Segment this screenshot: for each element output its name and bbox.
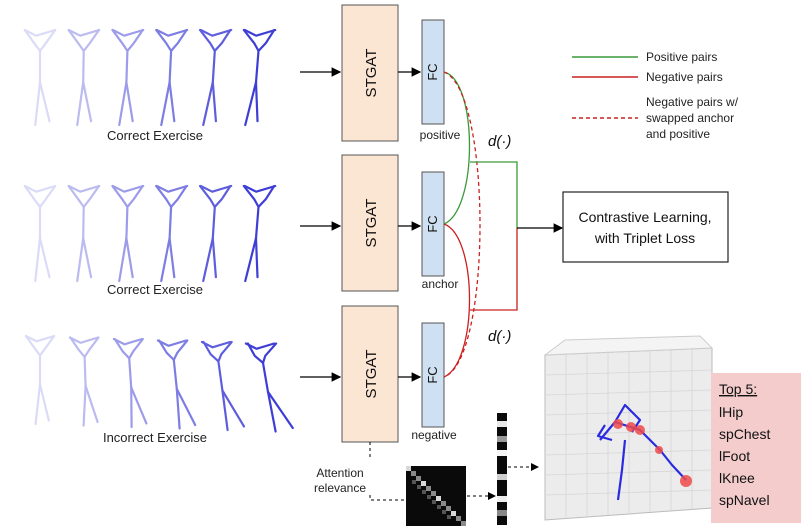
fc-layer-anchor: FC <box>421 171 445 277</box>
attention-label-line-2: relevance <box>314 481 366 495</box>
stgat-label-3: STGAT <box>363 350 380 399</box>
fc-layer-positive: FC <box>421 19 445 125</box>
fc-label-2: FC <box>425 215 440 232</box>
stgat-encoder-3: STGAT <box>341 305 399 443</box>
skeleton-figure <box>111 28 145 127</box>
relevance-vector <box>497 413 507 525</box>
skeleton-figure <box>156 339 197 430</box>
skeleton-figure <box>242 28 277 127</box>
skeleton-figure <box>242 184 277 283</box>
caption-correct-exercise-2: Correct Exercise <box>107 282 203 297</box>
legend: Positive pairs Negative pairs Negative p… <box>572 50 739 141</box>
fc-role-positive: positive <box>420 128 461 142</box>
skeleton-figure <box>67 184 101 283</box>
stgat-encoder-1: STGAT <box>341 4 399 142</box>
skeleton-3d-plot <box>543 335 714 521</box>
skeleton-figure <box>23 28 57 127</box>
top5-item-1: lHip <box>719 404 743 420</box>
top5-item-4: lKnee <box>719 470 755 486</box>
skeleton-figure <box>111 184 145 283</box>
top5-item-5: spNavel <box>719 492 770 508</box>
skeleton-figure <box>67 28 101 127</box>
positive-route <box>470 161 518 228</box>
fc-label-1: FC <box>425 63 440 80</box>
stgat-encoder-2: STGAT <box>341 154 399 292</box>
top5-item-3: lFoot <box>719 448 750 464</box>
skeleton-figure <box>200 340 246 432</box>
top5-item-2: spChest <box>719 426 770 442</box>
legend-swapped-line-2: swapped anchor <box>646 111 734 125</box>
skeleton-figure <box>198 28 233 127</box>
negative-pair-curve <box>443 223 471 378</box>
legend-swapped-line-1: Negative pairs w/ <box>646 95 739 109</box>
fc-label-3: FC <box>425 366 440 383</box>
relevant-joint-marker <box>655 446 663 454</box>
fc-layer-negative: FC <box>421 322 445 428</box>
attention-label-line-1: Attention <box>316 466 363 480</box>
attention-dash-horizontal <box>369 495 404 501</box>
relevant-joint-marker <box>613 419 623 429</box>
stgat-label-1: STGAT <box>363 49 380 98</box>
fc-role-anchor: anchor <box>422 277 459 291</box>
skeleton-figure <box>155 28 189 127</box>
skeleton-figure <box>112 337 148 429</box>
distance-label-1: d(·) <box>488 133 511 150</box>
attention-matrix <box>406 466 466 526</box>
relevant-joint-marker <box>626 422 636 432</box>
skeleton-figure <box>155 184 189 283</box>
positive-pair-curve <box>443 71 471 225</box>
skeleton-figure <box>24 334 56 426</box>
legend-negative-label: Negative pairs <box>646 70 723 84</box>
fc-role-negative: negative <box>411 428 457 442</box>
caption-correct-exercise-1: Correct Exercise <box>107 128 203 143</box>
loss-box-line-1: Contrastive Learning, <box>578 209 711 225</box>
loss-box-line-2: with Triplet Loss <box>594 230 695 246</box>
skeleton-figure <box>244 342 294 433</box>
swapped-negative-pair-curve <box>443 71 481 378</box>
stgat-label-2: STGAT <box>363 199 380 248</box>
legend-positive-label: Positive pairs <box>646 50 717 64</box>
skeleton-sequence-correct-2 <box>23 184 277 283</box>
top5-title: Top 5: <box>719 381 757 397</box>
distance-label-2: d(·) <box>488 328 511 345</box>
relevant-joint-marker <box>680 475 692 487</box>
skeleton-figure <box>68 336 100 427</box>
skeleton-sequence-correct-1 <box>23 28 277 127</box>
skeleton-sequence-incorrect <box>24 334 294 433</box>
top5-box: Top 5: lHip spChest lFoot lKnee spNavel <box>711 373 801 523</box>
contrastive-loss-box: Contrastive Learning, with Triplet Loss <box>562 191 729 263</box>
skeleton-figure <box>23 184 57 283</box>
skeleton-figure <box>198 184 233 283</box>
caption-incorrect-exercise: Incorrect Exercise <box>103 430 207 445</box>
legend-swapped-line-3: and positive <box>646 127 710 141</box>
negative-route <box>470 228 518 311</box>
relevant-joint-marker <box>635 425 645 435</box>
